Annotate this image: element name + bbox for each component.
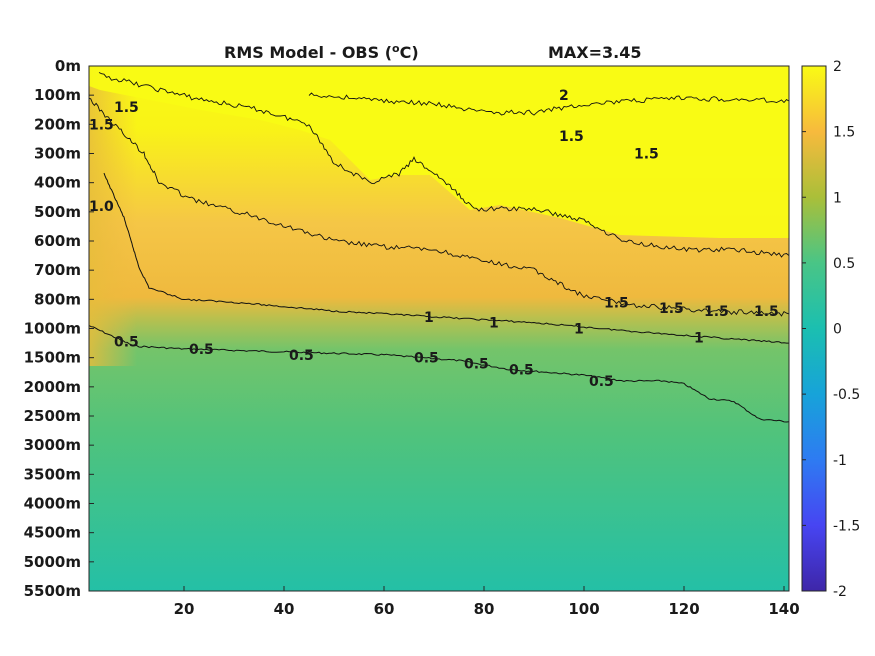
- x-tick-label: 120: [668, 600, 699, 618]
- contour-label: 0.5: [509, 362, 534, 378]
- y-tick-label: 200m: [34, 115, 81, 133]
- y-tick-label: 1000m: [24, 320, 81, 338]
- contour-label: 1.5: [634, 147, 659, 163]
- contour-line-1: [103, 172, 789, 344]
- x-tick-label: 40: [274, 600, 295, 618]
- y-tick-label: 3000m: [24, 436, 81, 454]
- max-value-label: MAX=3.45: [548, 43, 642, 62]
- y-tick-label: 4000m: [24, 495, 81, 513]
- contour-label: 1.5: [604, 295, 629, 311]
- colorbar-tick-label: -1.5: [833, 518, 860, 534]
- y-tick-label: 4500m: [24, 524, 81, 542]
- colorbar-tick-label: -2: [833, 584, 847, 600]
- contour-label: 0.5: [464, 357, 489, 373]
- contour-label: 1: [694, 330, 704, 346]
- contour-line-2: [308, 92, 789, 116]
- y-tick-label: 2000m: [24, 378, 81, 396]
- contour-label: 1.5: [659, 301, 684, 317]
- x-tick-label: 60: [374, 600, 395, 618]
- y-tick-label: 600m: [34, 232, 81, 250]
- colorbar-tick-label: 0.5: [833, 256, 855, 272]
- contour-line-2: [98, 72, 789, 258]
- contour-label: 0.5: [589, 374, 614, 390]
- contour-label: 1.5: [704, 304, 729, 320]
- contour-label: 1.0: [89, 199, 114, 215]
- y-tick-label: 500m: [34, 203, 81, 221]
- contour-label: 1: [574, 322, 584, 338]
- contour-line-1-5: [89, 97, 789, 317]
- x-tick-label: 100: [568, 600, 599, 618]
- contour-labels: 0.5 0.5 0.5 0.5 0.5 0.50.51 1 111.5 1.5 1.5 1.51.5…: [89, 88, 779, 390]
- y-tick-label: 100m: [34, 86, 81, 104]
- heatmap-western-boundary: [89, 66, 209, 366]
- contour-label: 1.5: [114, 100, 139, 116]
- y-axis-ticks: 0m 100m 200m 300m 400m 500m 600m 700m 800m 1000m 1…: [24, 57, 94, 600]
- y-tick-label: 700m: [34, 261, 81, 279]
- x-axis-ticks: 20 40 60 80 100 120 140: [174, 586, 800, 618]
- contour-label: 0.5: [189, 342, 214, 358]
- y-tick-label: 300m: [34, 145, 81, 163]
- contour-label: 1.5: [89, 117, 114, 133]
- colorbar-tick-label: -0.5: [833, 387, 860, 403]
- contour-label: 0.5: [289, 348, 314, 364]
- y-tick-label: 5500m: [24, 582, 81, 600]
- contour-label: 1: [424, 310, 434, 326]
- contour-label: 1: [489, 316, 499, 332]
- y-tick-label: 2500m: [24, 407, 81, 425]
- contour-label: 0.5: [414, 351, 439, 367]
- colorbar-ticks: 2 1.5 1 0.5 0 -0.5 -1 -1.5 -2: [802, 59, 860, 600]
- colorbar-tick-label: 1.5: [833, 125, 855, 141]
- x-tick-label: 80: [474, 600, 495, 618]
- colorbar-tick-label: 2: [833, 59, 842, 75]
- colorbar-tick-label: 0: [833, 322, 842, 338]
- y-tick-label: 400m: [34, 174, 81, 192]
- chart-title: RMS Model - OBS (oC): [224, 42, 419, 62]
- colorbar-tick-label: -1: [833, 453, 847, 469]
- contour-label: 1.5: [754, 304, 779, 320]
- y-tick-label: 1500m: [24, 349, 81, 367]
- contour-label: 0.5: [114, 335, 139, 351]
- x-tick-label: 140: [768, 600, 799, 618]
- colorbar-tick-label: 1: [833, 190, 842, 206]
- y-tick-label: 800m: [34, 290, 81, 308]
- heatmap-surface-yellow-band: [89, 66, 789, 238]
- contour-label: 2: [559, 88, 569, 104]
- contour-lines: [89, 72, 789, 423]
- y-tick-label: 5000m: [24, 553, 81, 571]
- contour-label: 1.5: [559, 129, 584, 145]
- y-tick-label: 3500m: [24, 465, 81, 483]
- x-tick-label: 20: [174, 600, 195, 618]
- contour-line-0-5: [89, 325, 789, 423]
- heatmap-area: 0.5 0.5 0.5 0.5 0.5 0.50.51 1 111.5 1.5 1.5 1.51.5…: [89, 66, 789, 591]
- y-tick-label: 0m: [55, 57, 81, 75]
